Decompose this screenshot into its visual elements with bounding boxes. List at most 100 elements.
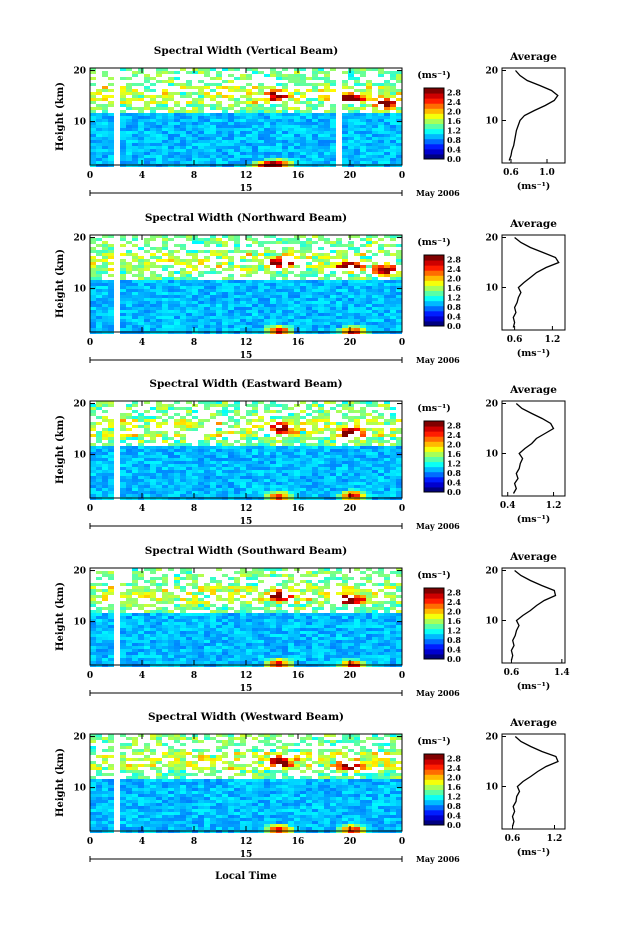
heatmap-cell (252, 485, 258, 488)
heatmap-cell (306, 482, 312, 485)
colorbar-segment (424, 148, 444, 155)
heatmap-cell (228, 68, 234, 71)
heatmap-cell (348, 68, 354, 71)
heatmap-cell (378, 265, 384, 268)
heatmap-cell (366, 295, 372, 298)
heatmap-cell (180, 137, 186, 140)
heatmap-cell (378, 119, 384, 122)
heatmap-cell (234, 155, 240, 158)
heatmap-cell (288, 161, 294, 164)
heatmap-cell (264, 271, 270, 274)
heatmap-cell (180, 274, 186, 277)
heatmap-cell (270, 158, 276, 161)
heatmap-cell (246, 89, 252, 92)
heatmap-cell (198, 488, 204, 491)
heatmap-cell (150, 437, 156, 440)
heatmap-cell (372, 452, 378, 455)
heatmap-cell (102, 583, 108, 586)
heatmap-cell (264, 310, 270, 313)
heatmap-cell (252, 413, 258, 416)
heatmap-cell (192, 488, 198, 491)
heatmap-cell (294, 431, 300, 434)
heatmap-cell (90, 443, 96, 446)
heatmap-cell (180, 289, 186, 292)
heatmap-cell (330, 479, 336, 482)
heatmap-cell (138, 577, 144, 580)
heatmap-cell (348, 146, 354, 149)
heatmap-cell (276, 494, 282, 497)
heatmap-cell (192, 467, 198, 470)
heatmap-cell (366, 310, 372, 313)
heatmap-cell (186, 292, 192, 295)
heatmap-cell (228, 455, 234, 458)
heatmap-cell (228, 95, 234, 98)
heatmap-cell (90, 149, 96, 152)
heatmap-cell (162, 155, 168, 158)
heatmap-cell (282, 277, 288, 280)
heatmap-cell (312, 292, 318, 295)
heatmap-cell (150, 325, 156, 328)
heatmap-cell (156, 265, 162, 268)
heatmap-cell (138, 571, 144, 574)
heatmap-cell (342, 301, 348, 304)
heatmap-cell (330, 89, 336, 92)
heatmap-cell (366, 137, 372, 140)
heatmap-cell (192, 140, 198, 143)
heatmap-cell (294, 428, 300, 431)
heatmap-cell (312, 467, 318, 470)
heatmap-cell (168, 274, 174, 277)
heatmap-cell (342, 244, 348, 247)
heatmap-cell (90, 301, 96, 304)
heatmap-cell (108, 244, 114, 247)
heatmap-cell (186, 277, 192, 280)
heatmap-cell (264, 110, 270, 113)
heatmap-cell (252, 488, 258, 491)
heatmap-cell (210, 643, 216, 646)
heatmap-cell (288, 437, 294, 440)
heatmap-cell (192, 268, 198, 271)
heatmap-cell (132, 253, 138, 256)
heatmap-cell (324, 485, 330, 488)
heatmap-cell (186, 494, 192, 497)
heatmap-cell (306, 298, 312, 301)
heatmap-cell (150, 592, 156, 595)
heatmap-cell (390, 274, 396, 277)
heatmap-cell (240, 155, 246, 158)
heatmap-cell (270, 461, 276, 464)
heatmap-cell (372, 271, 378, 274)
heatmap-cell (132, 628, 138, 631)
heatmap-cell (198, 259, 204, 262)
heatmap-cell (312, 104, 318, 107)
heatmap-cell (330, 443, 336, 446)
heatmap-cell (126, 482, 132, 485)
heatmap-cell (276, 458, 282, 461)
heatmap-cell (126, 422, 132, 425)
heatmap-cell (330, 449, 336, 452)
heatmap-cell (216, 413, 222, 416)
heatmap-cell (360, 128, 366, 131)
heatmap-cell (300, 92, 306, 95)
heatmap-cell (222, 634, 228, 637)
heatmap-cell (150, 473, 156, 476)
heatmap-cell (234, 286, 240, 289)
heatmap-cell (186, 80, 192, 83)
heatmap-cell (132, 134, 138, 137)
heatmap-cell (150, 464, 156, 467)
heatmap-cell (300, 467, 306, 470)
heatmap-cell (222, 494, 228, 497)
heatmap-cell (168, 80, 174, 83)
heatmap-cell (90, 307, 96, 310)
heatmap-cell (252, 425, 258, 428)
heatmap-cell (342, 434, 348, 437)
heatmap-cell (330, 473, 336, 476)
heatmap-cell (396, 307, 402, 310)
heatmap-cell (246, 467, 252, 470)
heatmap-cell (222, 452, 228, 455)
heatmap-cell (270, 140, 276, 143)
heatmap-cell (216, 658, 222, 661)
heatmap-cell (246, 485, 252, 488)
heatmap-cell (222, 307, 228, 310)
heatmap-cell (90, 598, 96, 601)
heatmap-cell (312, 253, 318, 256)
heatmap-cell (108, 419, 114, 422)
